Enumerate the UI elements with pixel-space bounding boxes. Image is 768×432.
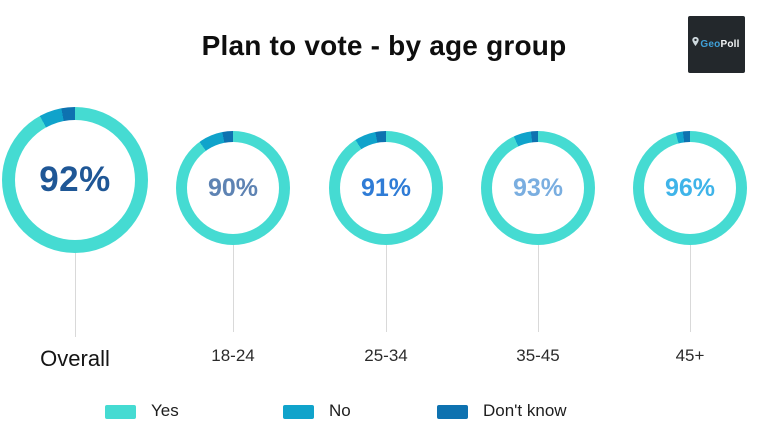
- chart-title: Plan to vote - by age group: [201, 30, 567, 61]
- donut-group-25-34: 91% 25-34: [329, 131, 443, 366]
- legend-item-yes: Yes: [105, 401, 179, 421]
- category-label-45plus: 45+: [675, 346, 705, 365]
- donut-hole: [15, 120, 135, 240]
- donut-value-overall: 92%: [39, 160, 111, 199]
- donut-hole: [187, 142, 279, 234]
- donut-ring-25-34: 91%: [329, 131, 443, 245]
- donut-ring-18-24: 90%: [176, 131, 290, 245]
- location-pin-icon: [692, 37, 700, 46]
- category-label-overall: Overall: [40, 346, 110, 371]
- donut-group-35-45: 93% 35-45: [481, 131, 595, 366]
- stem-line: [385, 245, 387, 332]
- geopoll-logo: Geo Poll: [688, 16, 745, 73]
- legend-swatch-yes: [105, 405, 136, 419]
- donut-ring-35-45: 93%: [481, 131, 595, 245]
- legend-label-no: No: [329, 401, 351, 420]
- donut-value-45plus: 96%: [664, 173, 716, 202]
- donut-value-35-45: 93%: [512, 173, 564, 202]
- donut-value-18-24: 90%: [207, 173, 259, 202]
- donut-hole: [644, 142, 736, 234]
- stem-line: [232, 245, 234, 332]
- geopoll-wordmark: Geo Poll: [692, 37, 740, 50]
- stem-line: [689, 245, 691, 332]
- legend-item-dont-know: Don't know: [437, 401, 567, 421]
- donut-group-overall: 92% Overall: [2, 107, 148, 372]
- donut-ring-overall: 92%: [2, 107, 148, 253]
- donut-hole: [340, 142, 432, 234]
- legend-label-yes: Yes: [151, 401, 179, 420]
- legend: Yes No Don't know: [0, 401, 768, 423]
- donut-group-45plus: 96% 45+: [633, 131, 747, 366]
- donut-value-25-34: 91%: [360, 173, 412, 202]
- stem-line: [74, 253, 76, 337]
- logo-text-poll: Poll: [720, 39, 740, 50]
- donut-hole: [492, 142, 584, 234]
- category-label-35-45: 35-45: [516, 346, 560, 365]
- legend-swatch-dont-know: [437, 405, 468, 419]
- donut-ring-45plus: 96%: [633, 131, 747, 245]
- donut-group-18-24: 90% 18-24: [176, 131, 290, 366]
- logo-text-geo: Geo: [700, 39, 721, 50]
- legend-label-dont-know: Don't know: [483, 401, 567, 420]
- legend-swatch-no: [283, 405, 314, 419]
- stem-line: [537, 245, 539, 332]
- legend-item-no: No: [283, 401, 351, 421]
- category-label-25-34: 25-34: [364, 346, 408, 365]
- category-label-18-24: 18-24: [211, 346, 255, 365]
